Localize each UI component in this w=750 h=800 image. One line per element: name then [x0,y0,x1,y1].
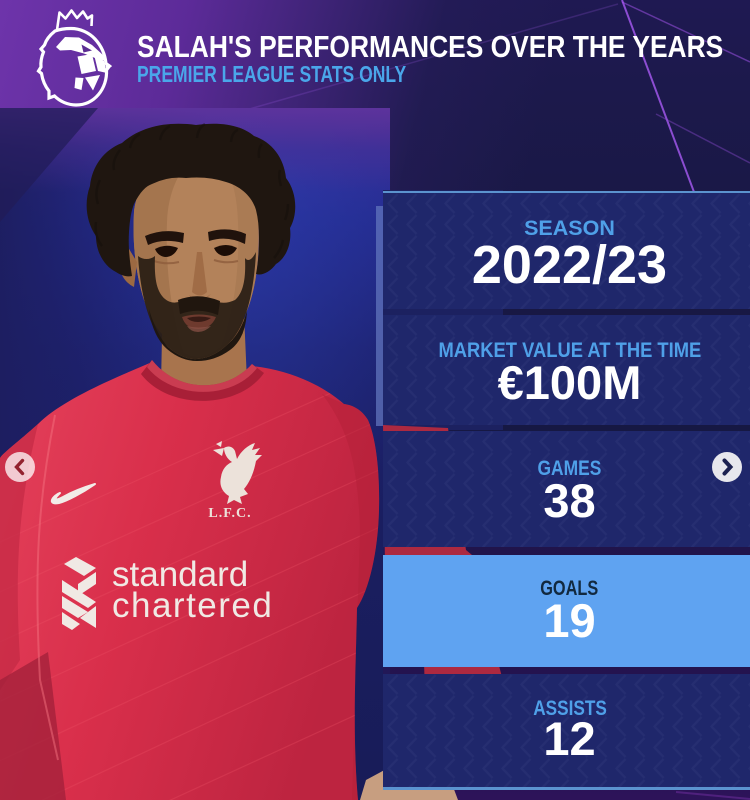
svg-text:chartered: chartered [112,586,273,625]
svg-text:standard: standard [112,555,248,594]
svg-text:L.F.C.: L.F.C. [208,506,251,521]
